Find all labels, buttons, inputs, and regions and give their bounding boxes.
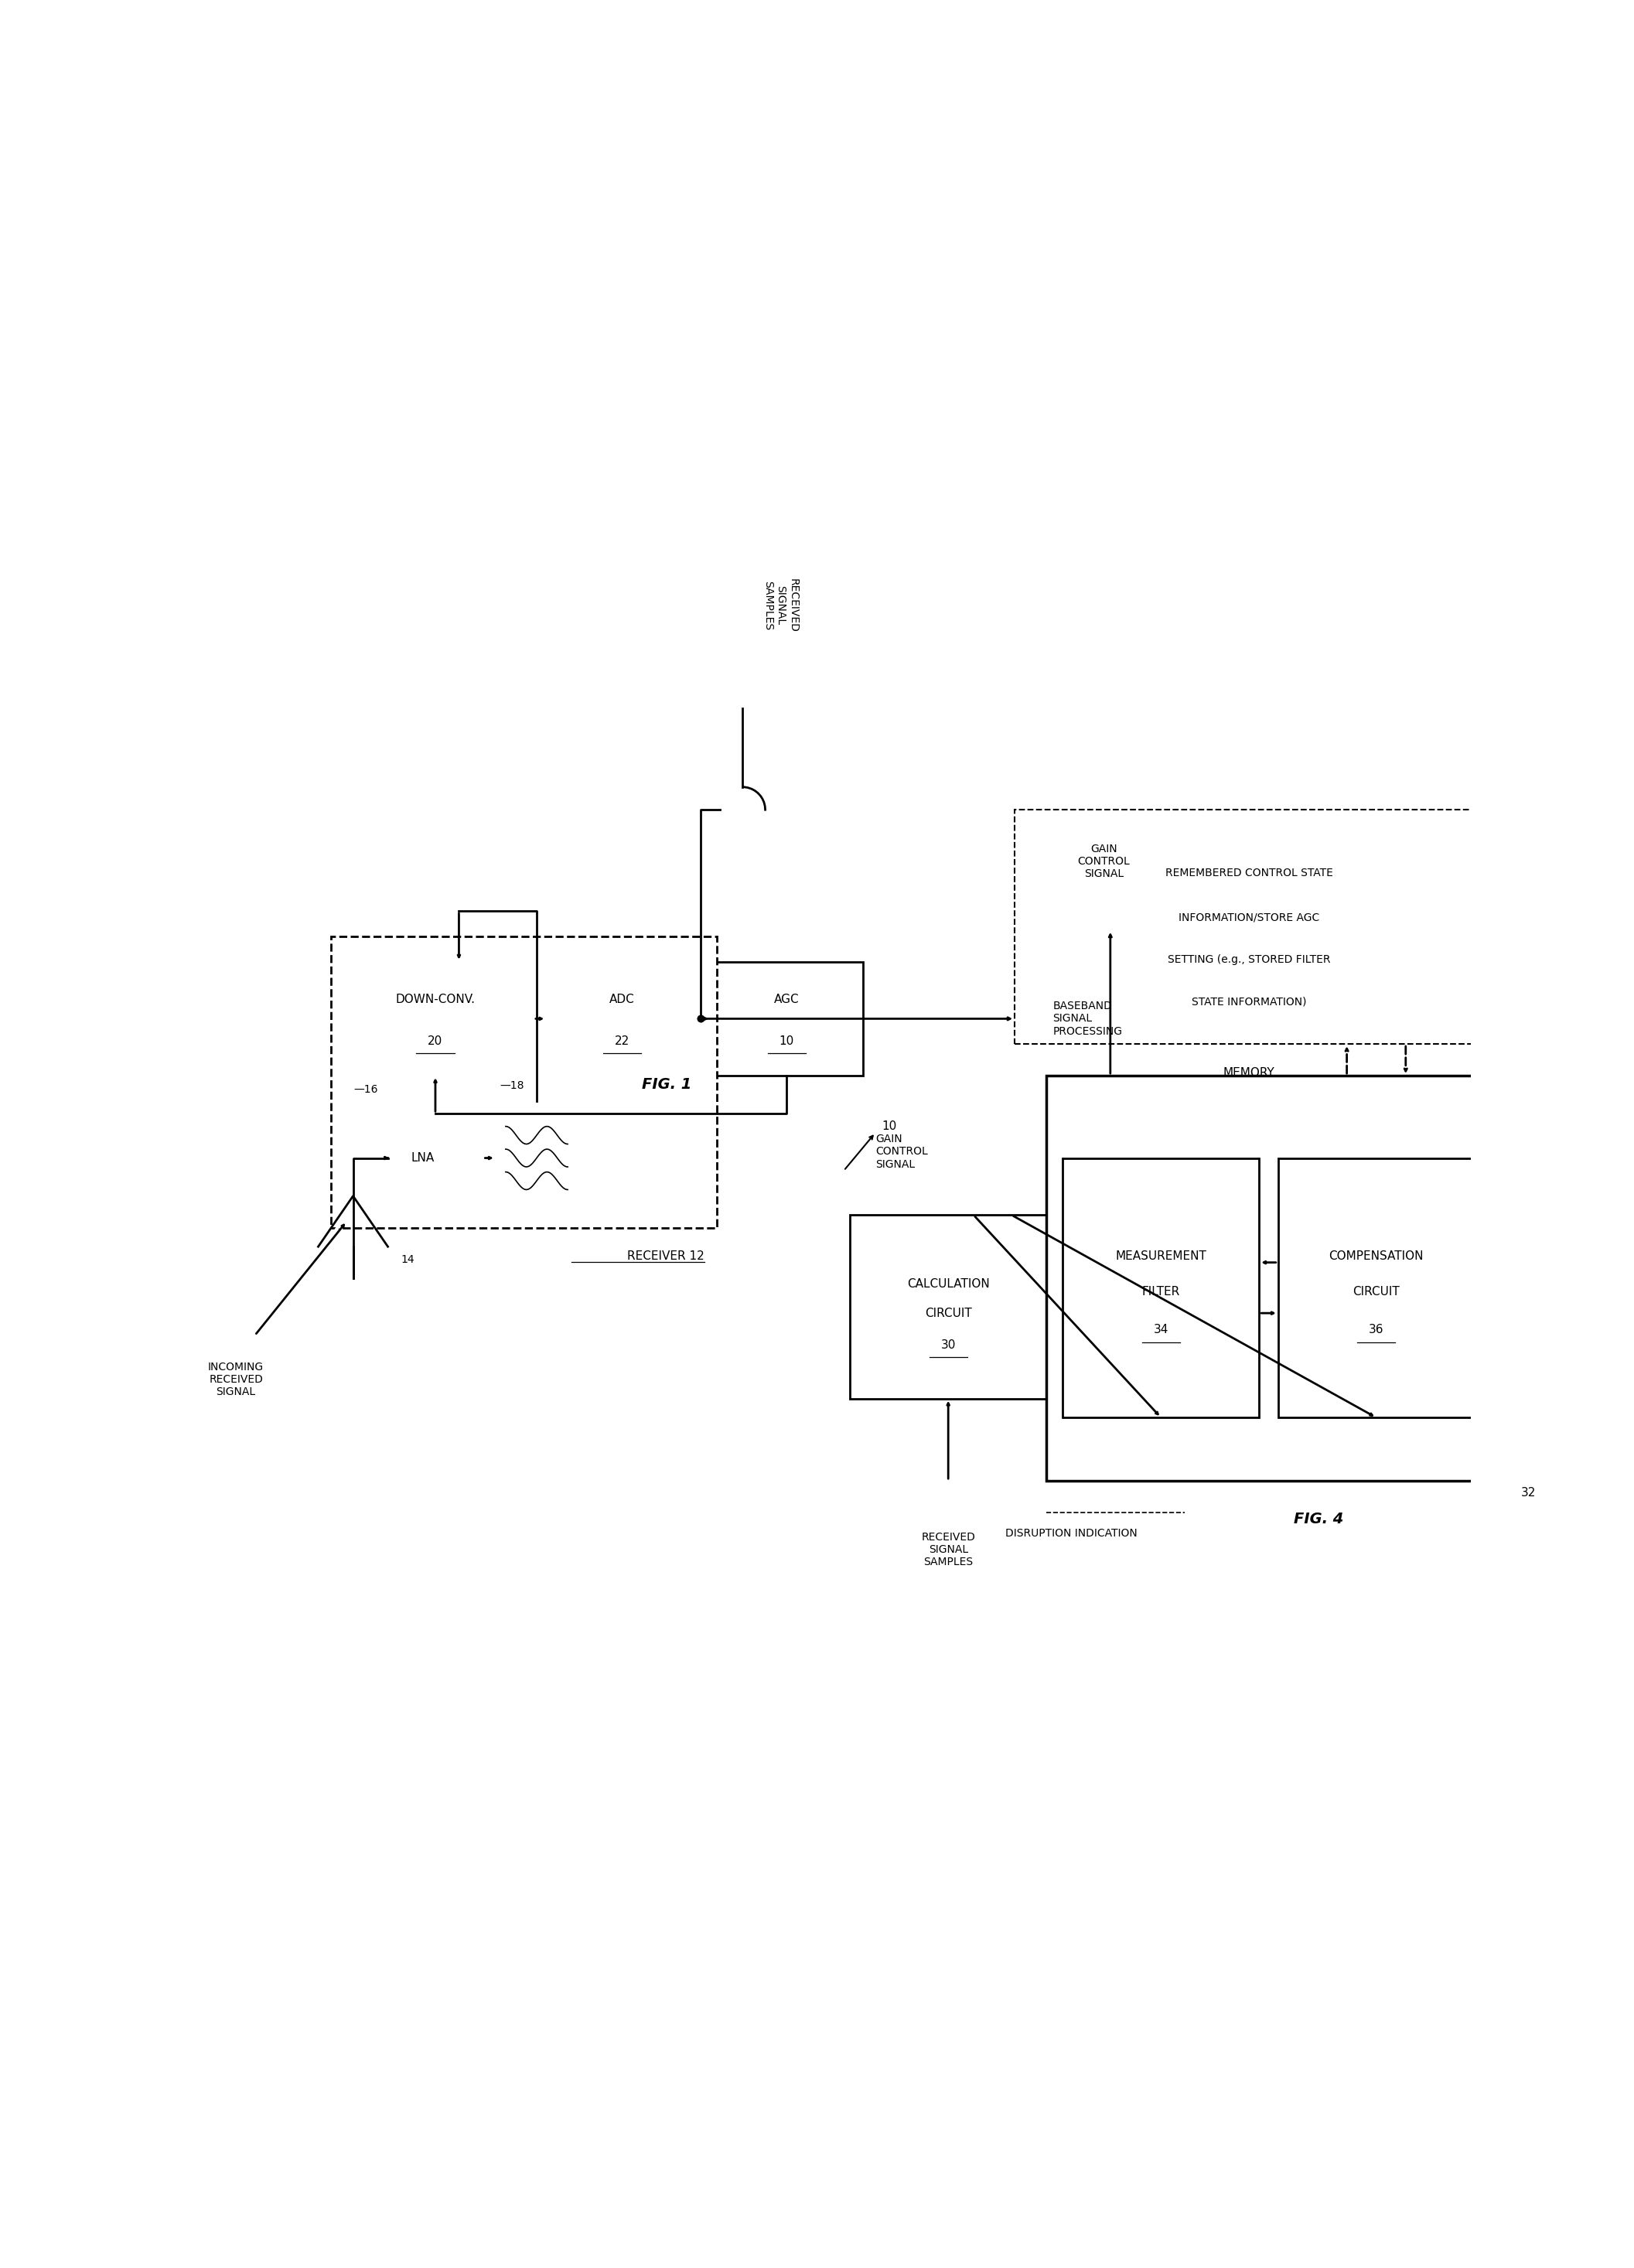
Text: STATE INFORMATION): STATE INFORMATION): [1191, 996, 1307, 1007]
Text: 36: 36: [1369, 1325, 1384, 1336]
Text: —18: —18: [500, 1080, 525, 1091]
Text: ADC: ADC: [609, 993, 634, 1005]
Text: BASEBAND
SIGNAL
PROCESSING: BASEBAND SIGNAL PROCESSING: [1052, 1000, 1123, 1036]
Text: MEASUREMENT: MEASUREMENT: [1116, 1250, 1206, 1261]
Text: COMPENSATION: COMPENSATION: [1328, 1250, 1423, 1261]
Text: AGC: AGC: [775, 993, 799, 1005]
Bar: [1062, 1159, 1260, 1418]
Text: 10: 10: [882, 1120, 897, 1132]
Text: INFORMATION/STORE AGC: INFORMATION/STORE AGC: [1178, 912, 1320, 923]
Bar: [495, 1100, 578, 1216]
Text: 32: 32: [1521, 1488, 1536, 1499]
Text: FILTER: FILTER: [1142, 1286, 1180, 1297]
Text: 10: 10: [779, 1036, 794, 1048]
Text: CIRCUIT: CIRCUIT: [925, 1306, 972, 1320]
Bar: [1046, 1075, 1508, 1481]
Text: RECEIVED
SIGNAL
SAMPLES: RECEIVED SIGNAL SAMPLES: [763, 578, 799, 633]
Bar: [546, 962, 698, 1075]
Bar: [337, 962, 534, 1075]
Text: RECEIVER 12: RECEIVER 12: [627, 1250, 704, 1261]
Text: RECEIVED
SIGNAL
SAMPLES: RECEIVED SIGNAL SAMPLES: [922, 1531, 975, 1567]
Bar: [711, 962, 863, 1075]
Text: DOWN-CONV.: DOWN-CONV.: [395, 993, 475, 1005]
Bar: [850, 1216, 1046, 1399]
Bar: [1278, 1159, 1474, 1418]
Text: CALCULATION: CALCULATION: [907, 1279, 990, 1290]
Text: 20: 20: [428, 1036, 443, 1048]
Text: FIG. 4: FIG. 4: [1294, 1510, 1343, 1526]
Text: 22: 22: [614, 1036, 629, 1048]
Text: DISRUPTION INDICATION: DISRUPTION INDICATION: [1005, 1529, 1137, 1538]
Text: 34: 34: [1154, 1325, 1168, 1336]
Text: 30: 30: [941, 1338, 956, 1349]
Text: 14: 14: [400, 1254, 413, 1266]
Text: FIG. 1: FIG. 1: [642, 1077, 691, 1091]
Text: GAIN
CONTROL
SIGNAL: GAIN CONTROL SIGNAL: [1078, 844, 1131, 880]
Text: GAIN
CONTROL
SIGNAL: GAIN CONTROL SIGNAL: [876, 1134, 928, 1170]
Text: —16: —16: [353, 1084, 377, 1095]
Text: SETTING (e.g., STORED FILTER: SETTING (e.g., STORED FILTER: [1168, 955, 1330, 966]
Text: INCOMING
RECEIVED
SIGNAL: INCOMING RECEIVED SIGNAL: [208, 1361, 263, 1397]
Text: REMEMBERED CONTROL STATE: REMEMBERED CONTROL STATE: [1165, 869, 1333, 878]
Bar: [330, 937, 717, 1227]
Text: LNA: LNA: [412, 1152, 435, 1163]
Text: MEMORY: MEMORY: [1224, 1066, 1275, 1077]
Text: CIRCUIT: CIRCUIT: [1353, 1286, 1400, 1297]
Bar: [1015, 810, 1484, 1043]
